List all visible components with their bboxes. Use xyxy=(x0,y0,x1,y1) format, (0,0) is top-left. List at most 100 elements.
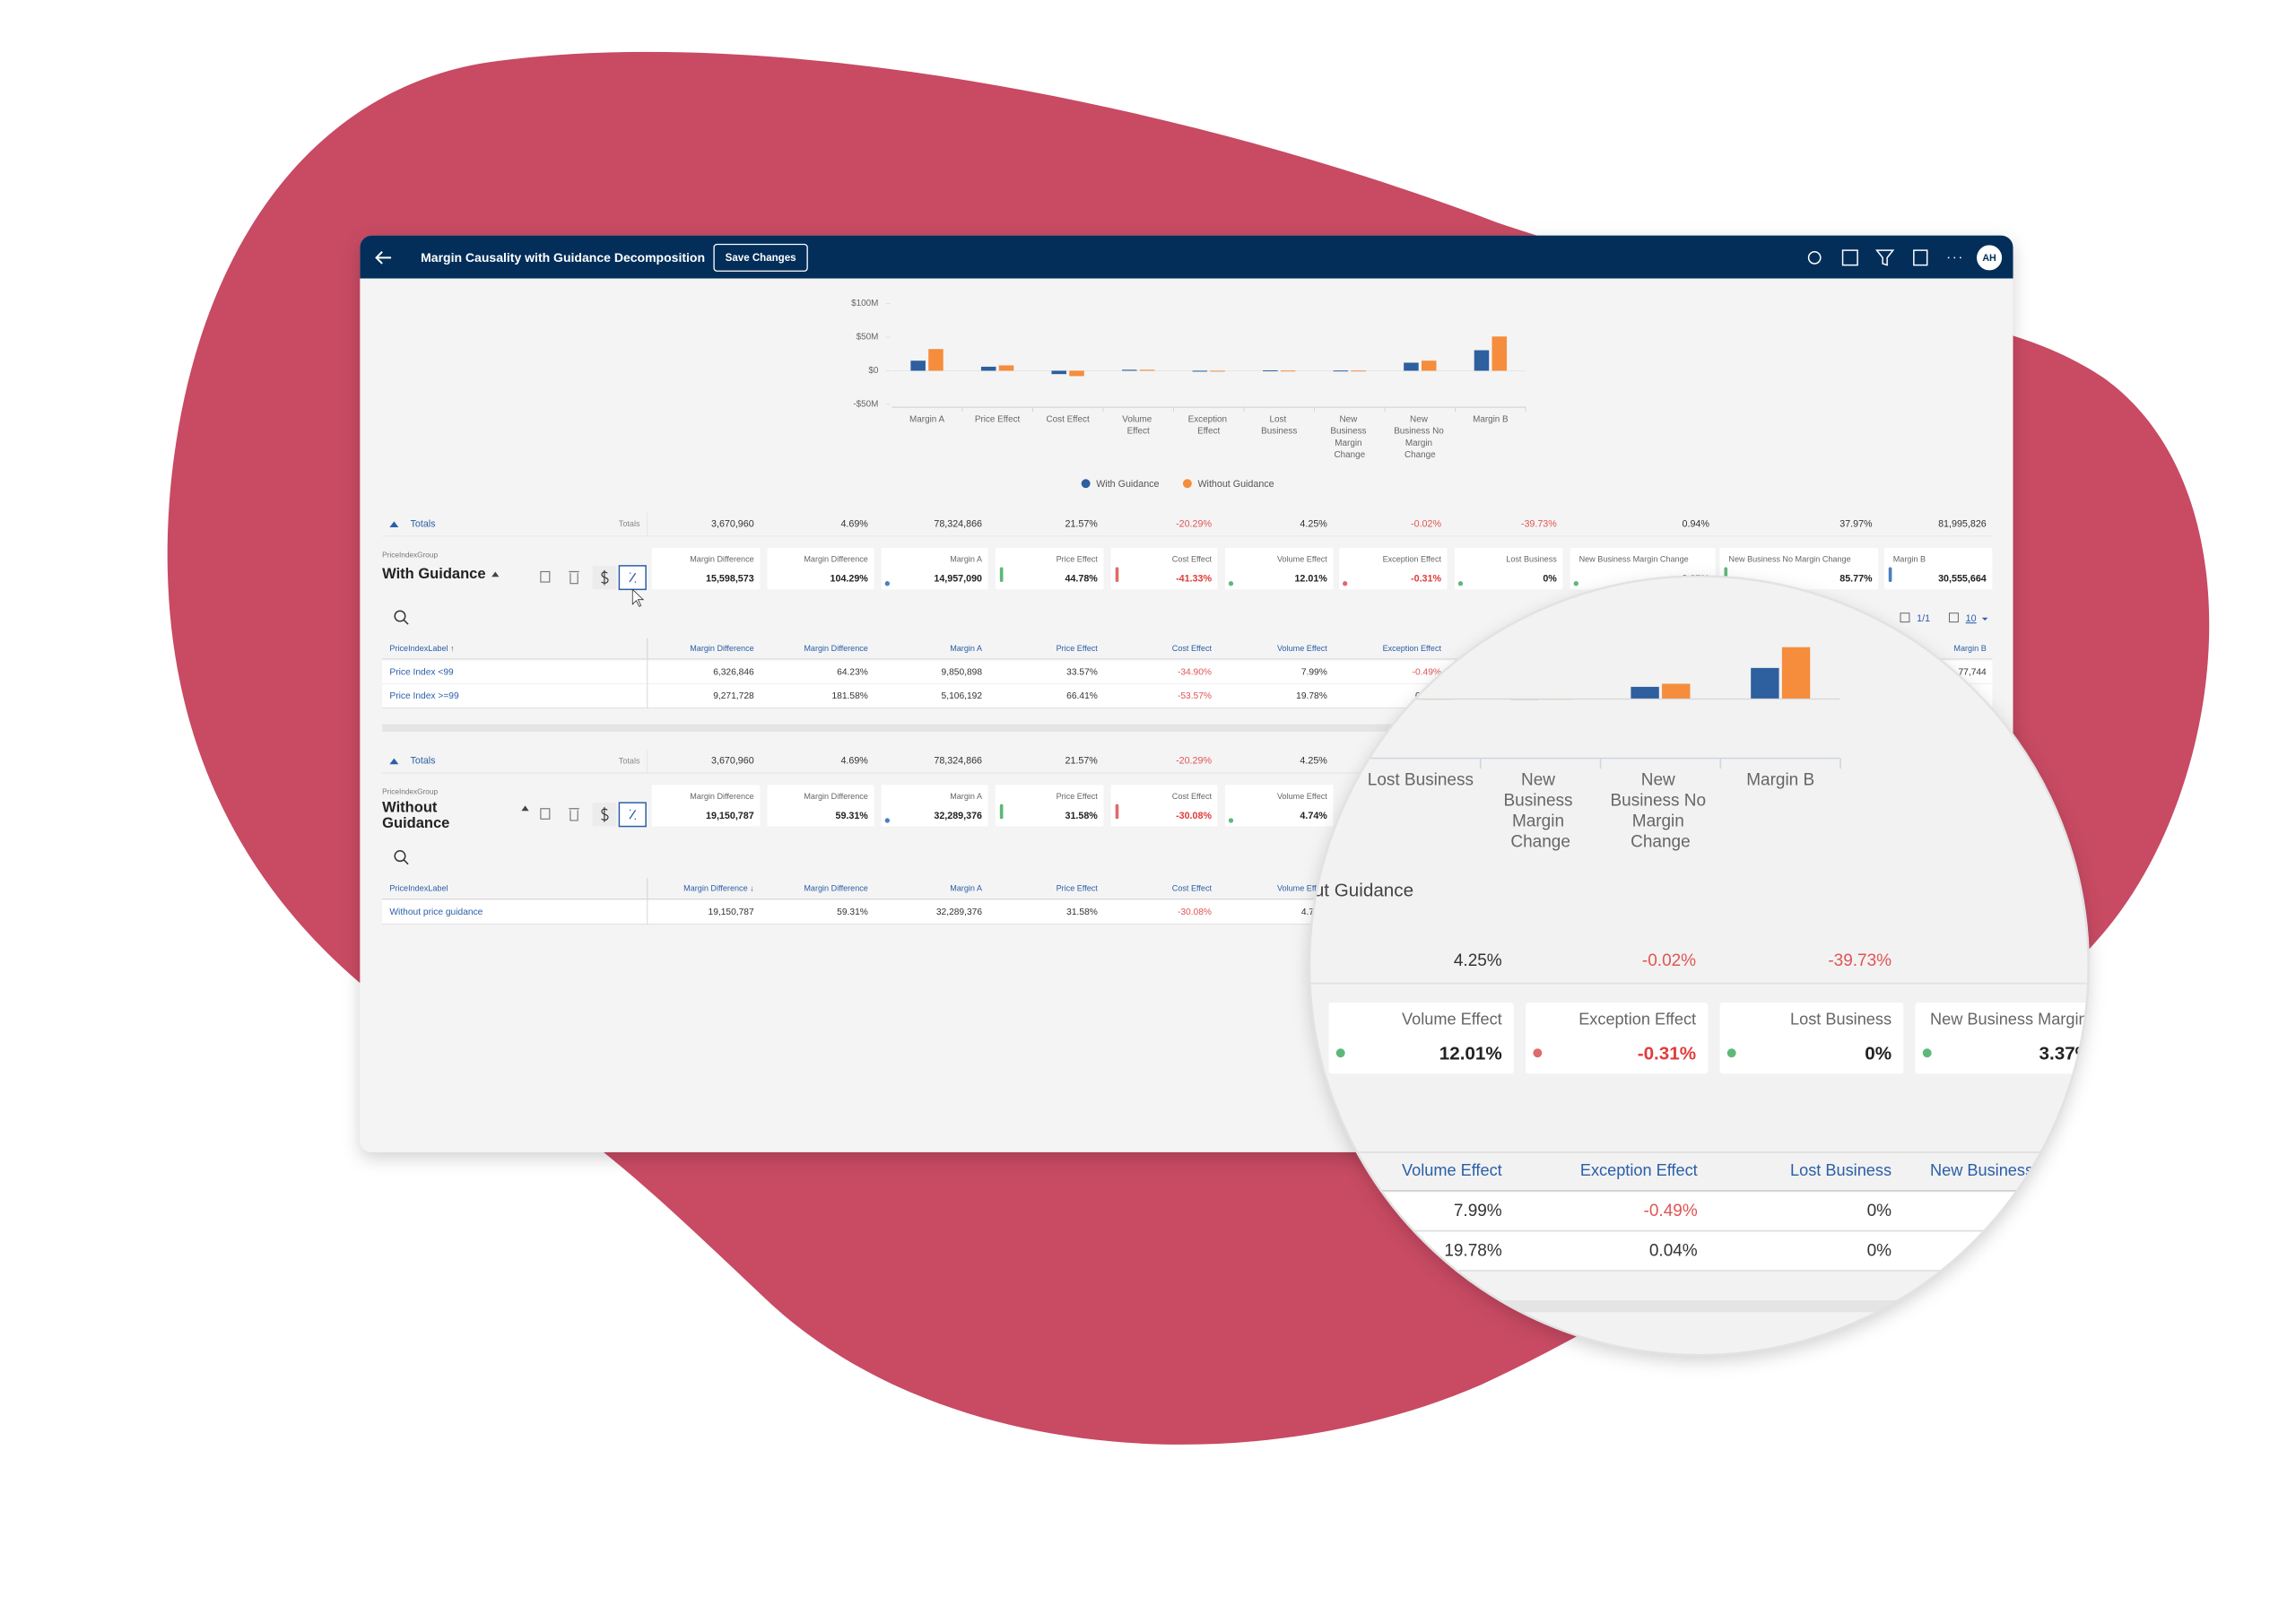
search-icon-handle xyxy=(403,859,409,865)
currency-glyph xyxy=(601,807,609,822)
kpi-label: New Business No Margin Change xyxy=(1728,555,1850,564)
mag-total-value: -39.73% xyxy=(1828,951,1892,970)
mag-kpi-label: Exception Effect xyxy=(1578,1011,1696,1029)
search-icon[interactable] xyxy=(394,610,406,622)
bar xyxy=(1263,370,1278,372)
currency-glyph xyxy=(601,569,609,586)
column-header[interactable]: Margin B xyxy=(1953,644,1986,653)
avatar[interactable] xyxy=(1977,245,2003,271)
column-header[interactable]: Margin Difference xyxy=(804,883,867,892)
column-header[interactable]: Margin Difference ↓ xyxy=(683,883,754,892)
kpi-value: 59.31% xyxy=(836,811,869,821)
percent-glyph xyxy=(629,809,637,820)
bar xyxy=(1421,360,1437,371)
group-name: With Guidance xyxy=(382,566,485,582)
settings-icon[interactable] xyxy=(1807,251,1822,265)
page-size[interactable]: 10 xyxy=(1966,613,1977,624)
kpi-value: 12.01% xyxy=(1294,574,1327,585)
x-tick-label: Cost Effect xyxy=(1047,414,1090,424)
column-header[interactable]: PriceIndexLabel xyxy=(389,883,448,892)
delete-button[interactable] xyxy=(569,808,579,821)
filter-icon[interactable] xyxy=(1875,249,1895,266)
group-label: PriceIndexGroup xyxy=(382,788,438,796)
kpi-value: -41.33% xyxy=(1176,574,1212,585)
table-cell: 9,271,728 xyxy=(713,691,754,701)
kpi-label: Volume Effect xyxy=(1277,792,1327,801)
duplicate-button[interactable] xyxy=(540,570,551,583)
column-header[interactable]: Margin A xyxy=(950,644,983,653)
save-button-label[interactable]: Save Changes xyxy=(726,253,796,264)
kpi-label: Cost Effect xyxy=(1172,555,1213,564)
bar xyxy=(1333,370,1349,372)
legend-marker xyxy=(1081,479,1091,489)
bar xyxy=(1280,370,1296,372)
mag-kpi-label: Lost Business xyxy=(1790,1011,1892,1029)
delete-button[interactable] xyxy=(569,570,579,585)
column-header[interactable]: Cost Effect xyxy=(1172,644,1213,653)
mag-table-cell: 0% xyxy=(1867,1242,1892,1261)
bar xyxy=(1210,370,1225,372)
column-header[interactable]: Margin Difference xyxy=(690,644,753,653)
kpi-indicator xyxy=(1457,581,1464,586)
column-header[interactable]: Volume Effect xyxy=(1277,644,1327,653)
column-header[interactable]: Margin Difference xyxy=(804,644,867,653)
column-header[interactable]: PriceIndexLabel ↑ xyxy=(389,644,454,653)
y-tick-label: $50M xyxy=(857,333,879,343)
mag-x-tick-label: New Business No Margin Change xyxy=(1610,770,1710,851)
kpi-value: 44.78% xyxy=(1065,574,1098,585)
mag-kpi-indicator xyxy=(1726,1048,1736,1058)
kpi-card xyxy=(651,548,761,590)
kpi-label: Lost Business xyxy=(1506,555,1557,564)
mag-kpi-indicator xyxy=(1533,1048,1543,1058)
table-cell: 7.99% xyxy=(1301,667,1327,677)
table-cell: 33.57% xyxy=(1066,667,1098,677)
duplicate-button[interactable] xyxy=(540,808,551,820)
column-header[interactable]: Price Effect xyxy=(1057,644,1099,653)
table-cell: 64.23% xyxy=(837,667,868,677)
bar xyxy=(1192,370,1208,372)
sort-toggle xyxy=(491,571,500,578)
save-button[interactable] xyxy=(713,243,808,272)
page-count[interactable]: 1/1 xyxy=(1917,613,1930,624)
kpi-card xyxy=(881,548,988,590)
mag-kpi-value: 3.37% xyxy=(2039,1043,2092,1064)
kpi-card xyxy=(651,785,761,827)
table-icon[interactable] xyxy=(1841,249,1858,266)
total-value: 21.57% xyxy=(1065,518,1098,529)
total-value: 78,324,866 xyxy=(934,756,982,767)
kpi-indicator xyxy=(1115,567,1119,583)
column-header[interactable]: Cost Effect xyxy=(1172,883,1213,892)
toolbar-icons xyxy=(1807,249,1961,266)
total-value: 4.69% xyxy=(840,756,868,767)
group-name: Without Guidance xyxy=(382,800,449,831)
mag-group-name: Without Guidance xyxy=(1266,881,1413,901)
percent-glyph xyxy=(629,572,637,583)
page-icon xyxy=(1900,612,1910,623)
kpi-indicator xyxy=(884,581,890,586)
back-button[interactable] xyxy=(375,251,392,265)
search-icon[interactable] xyxy=(394,850,406,863)
bar xyxy=(1069,370,1084,377)
mag-kpi-card xyxy=(1328,1003,1514,1074)
mag-table-cell: 0.04% xyxy=(1649,1242,1698,1261)
x-tick-label: Price Effect xyxy=(975,414,1021,424)
column-header[interactable]: Exception Effect xyxy=(1383,644,1442,653)
bar xyxy=(1751,667,1779,699)
bar xyxy=(928,349,944,371)
mag-table-cell: -0.49% xyxy=(1644,1202,1698,1220)
kpi-label: Volume Effect xyxy=(1277,555,1327,564)
section-divider xyxy=(382,724,1993,732)
legend-marker xyxy=(1182,479,1192,489)
total-value: 4.25% xyxy=(1300,756,1327,767)
kpi-card xyxy=(1224,785,1334,827)
total-value: -39.73% xyxy=(1521,518,1557,529)
column-header[interactable]: Margin A xyxy=(950,883,983,892)
column-header[interactable]: Price Effect xyxy=(1057,883,1099,892)
column-header[interactable]: Volume Effect xyxy=(1277,883,1327,892)
kpi-indicator xyxy=(884,818,890,823)
report-icon[interactable] xyxy=(1913,249,1928,266)
total-value: -20.29% xyxy=(1176,756,1212,767)
totals-label: Totals xyxy=(411,518,436,529)
table-cell: 66.41% xyxy=(1066,691,1098,701)
table-cell: 59.31% xyxy=(837,908,868,917)
